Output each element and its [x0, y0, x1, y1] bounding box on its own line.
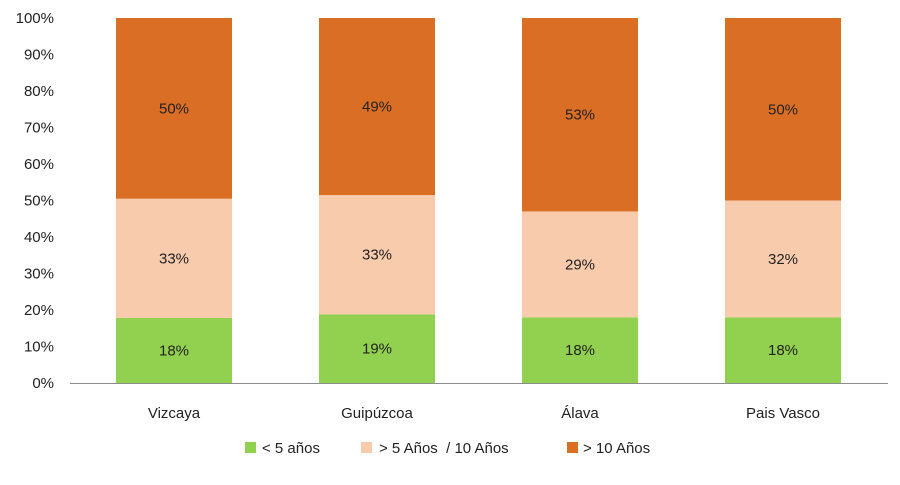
- y-tick-label: 80%: [24, 83, 54, 100]
- legend: < 5 años > 5 Años / 10 Años > 10 Años: [245, 440, 650, 457]
- y-tick-label: 60%: [24, 156, 54, 173]
- data-label: 32%: [768, 251, 798, 268]
- legend-swatch: [245, 442, 256, 453]
- legend-swatch: [361, 442, 372, 453]
- x-tick-label: Vizcaya: [148, 405, 201, 422]
- y-tick-label: 20%: [24, 302, 54, 319]
- bar-segment: [319, 18, 435, 196]
- data-label: 50%: [768, 101, 798, 118]
- legend-label: > 5 Años / 10 Años: [379, 440, 509, 457]
- y-tick-label: 70%: [24, 120, 54, 137]
- data-label: 19%: [362, 341, 392, 358]
- y-axis: 0% 10% 20% 30% 40% 50% 60% 70% 80% 90% 100%: [16, 10, 54, 392]
- data-label: 33%: [159, 250, 189, 267]
- bar-segment: [522, 18, 638, 212]
- data-label: 33%: [362, 247, 392, 264]
- bar-segment: [319, 314, 435, 383]
- legend-label: < 5 años: [262, 440, 320, 457]
- y-tick-label: 50%: [24, 193, 54, 210]
- x-tick-label: Guipúzcoa: [341, 405, 413, 422]
- bar-segment: [116, 317, 232, 383]
- bar-segment: [116, 198, 232, 318]
- y-tick-label: 40%: [24, 229, 54, 246]
- legend-swatch: [567, 442, 578, 453]
- data-label: 18%: [565, 342, 595, 359]
- bar-segment: [725, 317, 841, 383]
- bar-stacks: 18% 33% 50% 19% 33% 49% 18% 29% 53% 18% 32% 50%: [116, 18, 841, 383]
- data-label: 50%: [159, 100, 189, 117]
- bar-segment: [725, 200, 841, 318]
- x-tick-label: Pais Vasco: [746, 405, 820, 422]
- legend-label: > 10 Años: [583, 440, 650, 457]
- y-tick-label: 100%: [16, 10, 54, 27]
- x-tick-label: Álava: [561, 405, 599, 422]
- data-label: 18%: [768, 342, 798, 359]
- data-label: 49%: [362, 99, 392, 116]
- x-axis: Vizcaya Guipúzcoa Álava Pais Vasco: [148, 405, 820, 422]
- data-label: 53%: [565, 107, 595, 124]
- y-tick-label: 90%: [24, 47, 54, 64]
- bar-segment: [116, 18, 232, 199]
- bar-segment: [522, 211, 638, 318]
- data-label: 29%: [565, 256, 595, 273]
- y-tick-label: 10%: [24, 339, 54, 356]
- y-tick-label: 30%: [24, 266, 54, 283]
- bar-segment: [319, 195, 435, 315]
- bar-segment: [725, 18, 841, 201]
- data-label: 18%: [159, 342, 189, 359]
- y-tick-label: 0%: [32, 375, 54, 392]
- bar-segment: [522, 317, 638, 383]
